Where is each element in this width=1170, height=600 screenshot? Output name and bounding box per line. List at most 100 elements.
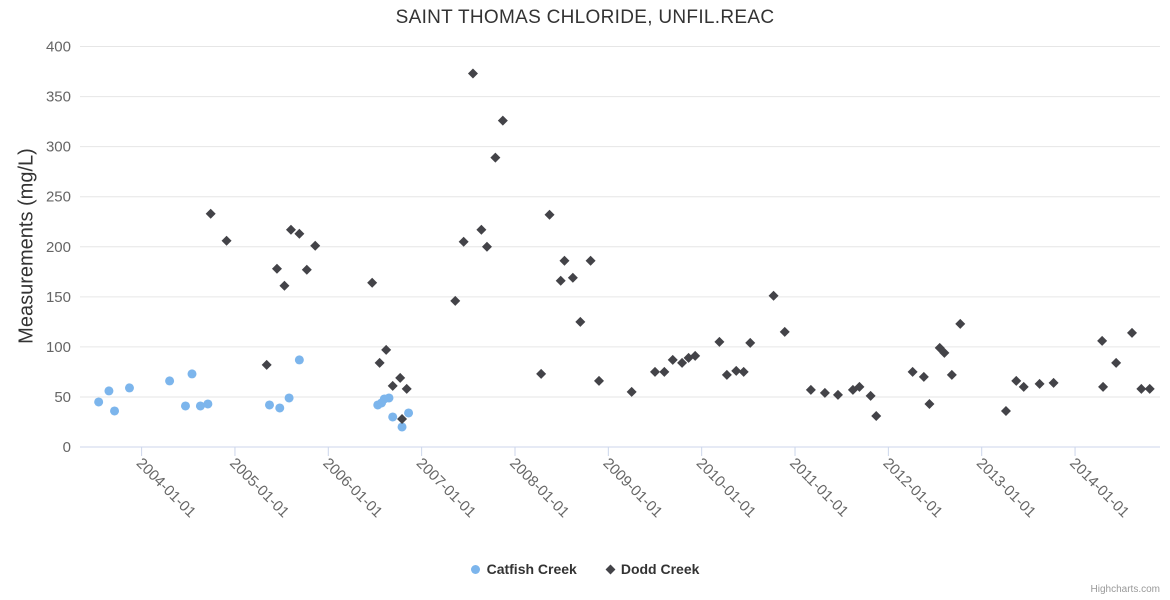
data-point-dodd-creek[interactable] bbox=[401, 383, 412, 394]
data-point-dodd-creek[interactable] bbox=[285, 224, 296, 235]
data-point-dodd-creek[interactable] bbox=[1048, 377, 1059, 388]
data-point-dodd-creek[interactable] bbox=[832, 389, 843, 400]
legend-item-catfish-creek[interactable]: Catfish Creek bbox=[470, 561, 577, 577]
data-point-dodd-creek[interactable] bbox=[395, 372, 406, 383]
data-point-dodd-creek[interactable] bbox=[294, 228, 305, 239]
data-point-catfish-creek[interactable] bbox=[294, 355, 304, 365]
data-point-dodd-creek[interactable] bbox=[301, 264, 312, 275]
data-point-catfish-creek[interactable] bbox=[264, 400, 274, 410]
data-point-catfish-creek[interactable] bbox=[397, 422, 407, 432]
data-point-dodd-creek[interactable] bbox=[1126, 327, 1137, 338]
data-point-dodd-creek[interactable] bbox=[745, 337, 756, 348]
data-point-dodd-creek[interactable] bbox=[955, 318, 966, 329]
x-axis-tick-label: 2010-01-01 bbox=[693, 455, 759, 521]
data-point-dodd-creek[interactable] bbox=[367, 277, 378, 288]
data-point-dodd-creek[interactable] bbox=[490, 152, 501, 163]
data-point-dodd-creek[interactable] bbox=[261, 359, 272, 370]
data-point-catfish-creek[interactable] bbox=[180, 401, 190, 411]
legend-item-dodd-creek[interactable]: Dodd Creek bbox=[605, 561, 699, 577]
data-point-dodd-creek[interactable] bbox=[481, 241, 492, 252]
x-axis-tick-label: 2005-01-01 bbox=[226, 455, 292, 521]
data-point-catfish-creek[interactable] bbox=[104, 386, 114, 396]
data-point-dodd-creek[interactable] bbox=[1136, 383, 1147, 394]
data-point-dodd-creek[interactable] bbox=[458, 236, 469, 247]
data-point-dodd-creek[interactable] bbox=[731, 365, 742, 376]
data-point-dodd-creek[interactable] bbox=[205, 208, 216, 219]
data-point-catfish-creek[interactable] bbox=[284, 393, 294, 403]
x-axis-tick-label: 2014-01-01 bbox=[1066, 455, 1132, 521]
data-point-dodd-creek[interactable] bbox=[559, 255, 570, 266]
data-point-catfish-creek[interactable] bbox=[124, 383, 134, 393]
data-point-dodd-creek[interactable] bbox=[567, 272, 578, 283]
data-point-catfish-creek[interactable] bbox=[384, 393, 394, 403]
catfish-creek-marker-icon bbox=[470, 564, 480, 574]
data-point-catfish-creek[interactable] bbox=[203, 399, 213, 409]
data-point-catfish-creek[interactable] bbox=[195, 401, 205, 411]
data-point-dodd-creek[interactable] bbox=[677, 357, 688, 368]
data-point-dodd-creek[interactable] bbox=[626, 386, 637, 397]
data-point-dodd-creek[interactable] bbox=[374, 357, 385, 368]
data-point-dodd-creek[interactable] bbox=[939, 347, 950, 358]
data-point-dodd-creek[interactable] bbox=[387, 380, 398, 391]
data-point-dodd-creek[interactable] bbox=[310, 240, 321, 251]
y-axis-tick-label: 50 bbox=[54, 389, 71, 406]
data-point-catfish-creek[interactable] bbox=[404, 408, 414, 418]
data-point-dodd-creek[interactable] bbox=[585, 255, 596, 266]
data-point-dodd-creek[interactable] bbox=[476, 224, 487, 235]
data-point-dodd-creek[interactable] bbox=[575, 316, 586, 327]
dodd-creek-marker-icon bbox=[605, 564, 616, 574]
data-point-dodd-creek[interactable] bbox=[659, 366, 670, 377]
data-point-dodd-creek[interactable] bbox=[1111, 357, 1122, 368]
data-point-dodd-creek[interactable] bbox=[467, 68, 478, 79]
data-point-dodd-creek[interactable] bbox=[714, 336, 725, 347]
data-point-catfish-creek[interactable] bbox=[187, 369, 197, 379]
data-point-dodd-creek[interactable] bbox=[946, 369, 957, 380]
data-point-catfish-creek[interactable] bbox=[388, 412, 398, 422]
data-point-dodd-creek[interactable] bbox=[924, 398, 935, 409]
data-point-dodd-creek[interactable] bbox=[1011, 375, 1022, 386]
data-point-dodd-creek[interactable] bbox=[497, 115, 508, 126]
data-point-dodd-creek[interactable] bbox=[918, 371, 929, 382]
data-point-dodd-creek[interactable] bbox=[555, 275, 566, 286]
highcharts-credit[interactable]: Highcharts.com bbox=[1090, 584, 1160, 595]
data-point-dodd-creek[interactable] bbox=[381, 344, 392, 355]
data-point-dodd-creek[interactable] bbox=[397, 413, 408, 424]
x-axis-tick-label: 2004-01-01 bbox=[133, 455, 199, 521]
chart-title: SAINT THOMAS CHLORIDE, UNFIL.REAC bbox=[395, 7, 775, 28]
data-point-dodd-creek[interactable] bbox=[1144, 383, 1155, 394]
y-axis-tick-label: 200 bbox=[46, 239, 71, 256]
data-point-dodd-creek[interactable] bbox=[1000, 405, 1011, 416]
data-point-dodd-creek[interactable] bbox=[768, 290, 779, 301]
data-point-catfish-creek[interactable] bbox=[110, 406, 120, 416]
data-point-dodd-creek[interactable] bbox=[871, 410, 882, 421]
data-point-dodd-creek[interactable] bbox=[819, 387, 830, 398]
data-point-catfish-creek[interactable] bbox=[275, 403, 285, 413]
x-axis-tick-label: 2012-01-01 bbox=[880, 455, 946, 521]
data-point-dodd-creek[interactable] bbox=[221, 235, 232, 246]
data-point-catfish-creek[interactable] bbox=[165, 376, 175, 386]
data-point-dodd-creek[interactable] bbox=[271, 263, 282, 274]
data-point-dodd-creek[interactable] bbox=[544, 209, 555, 220]
data-point-dodd-creek[interactable] bbox=[721, 369, 732, 380]
data-point-catfish-creek[interactable] bbox=[94, 397, 104, 407]
data-point-dodd-creek[interactable] bbox=[738, 366, 749, 377]
data-point-dodd-creek[interactable] bbox=[536, 368, 547, 379]
data-point-dodd-creek[interactable] bbox=[1098, 381, 1109, 392]
y-axis-tick-label: 300 bbox=[46, 139, 71, 156]
data-point-dodd-creek[interactable] bbox=[865, 390, 876, 401]
data-point-dodd-creek[interactable] bbox=[1034, 378, 1045, 389]
data-point-dodd-creek[interactable] bbox=[907, 366, 918, 377]
data-point-dodd-creek[interactable] bbox=[1018, 381, 1029, 392]
data-point-dodd-creek[interactable] bbox=[779, 326, 790, 337]
y-axis-tick-label: 100 bbox=[46, 339, 71, 356]
data-point-dodd-creek[interactable] bbox=[854, 381, 865, 392]
data-point-dodd-creek[interactable] bbox=[450, 295, 461, 306]
data-point-dodd-creek[interactable] bbox=[805, 384, 816, 395]
data-point-dodd-creek[interactable] bbox=[650, 366, 661, 377]
data-point-dodd-creek[interactable] bbox=[1097, 335, 1108, 346]
data-point-dodd-creek[interactable] bbox=[667, 354, 678, 365]
data-point-dodd-creek[interactable] bbox=[593, 375, 604, 386]
data-point-dodd-creek[interactable] bbox=[279, 280, 290, 291]
data-point-dodd-creek[interactable] bbox=[690, 350, 701, 361]
